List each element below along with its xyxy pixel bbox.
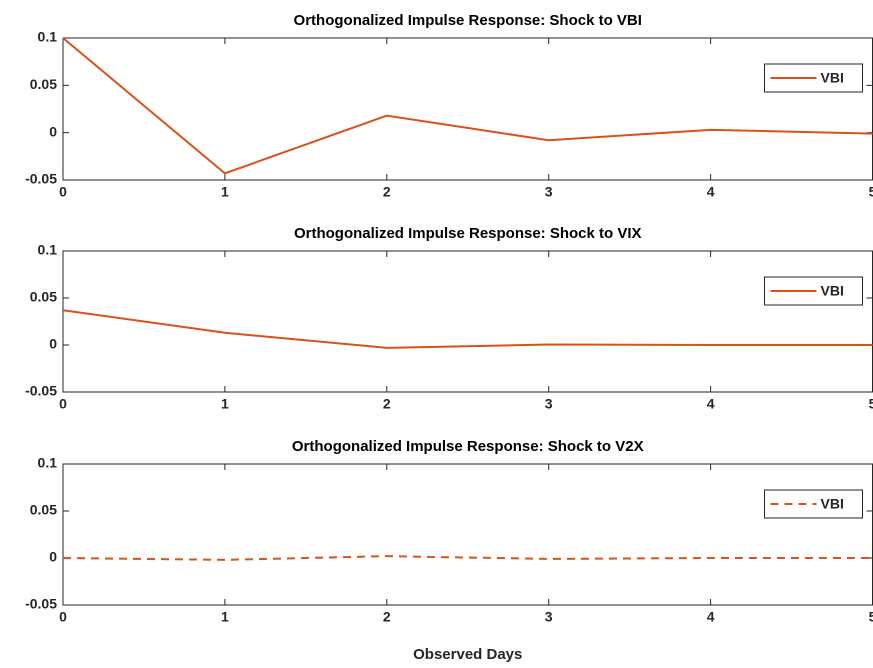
x-tick-label: 4 — [707, 609, 715, 625]
y-tick-label: 0.05 — [30, 76, 57, 92]
line-series — [62, 309, 873, 349]
legend-label: VBI — [821, 496, 844, 512]
y-tick-label: -0.05 — [25, 596, 57, 612]
x-tick-label: 5 — [869, 184, 873, 200]
x-tick-label: 3 — [545, 609, 553, 625]
x-tick-label: 1 — [221, 609, 229, 625]
y-tick-label: -0.05 — [25, 383, 57, 399]
chart-title: Orthogonalized Impulse Response: Shock t… — [294, 225, 642, 242]
x-tick-label: 2 — [383, 184, 391, 200]
axes-box — [62, 250, 873, 393]
x-tick-label: 4 — [707, 396, 715, 412]
x-tick-label: 3 — [545, 396, 553, 412]
x-tick-label: 0 — [59, 184, 67, 200]
y-tick-label: 0 — [49, 336, 57, 352]
x-tick-label: 0 — [59, 609, 67, 625]
x-tick-label: 1 — [221, 396, 229, 412]
y-tick-label: 0.1 — [38, 29, 58, 45]
x-tick-label: 2 — [383, 609, 391, 625]
x-tick-label: 4 — [707, 184, 715, 200]
x-tick-label: 1 — [221, 184, 229, 200]
legend-label: VBI — [821, 70, 844, 86]
y-tick-label: 0.1 — [38, 455, 58, 471]
y-tick-label: 0 — [49, 123, 57, 139]
axes-box — [62, 463, 873, 606]
x-tick-label: 2 — [383, 396, 391, 412]
y-tick-label: 0.05 — [30, 289, 57, 305]
chart-title: Orthogonalized Impulse Response: Shock t… — [292, 438, 644, 455]
x-axis-label: Observed Days — [413, 646, 522, 663]
axes-box — [62, 37, 873, 181]
x-tick-label: 5 — [869, 396, 873, 412]
x-tick-label: 0 — [59, 396, 67, 412]
x-tick-label: 5 — [869, 609, 873, 625]
y-tick-label: -0.05 — [25, 171, 57, 187]
legend-label: VBI — [821, 283, 844, 299]
x-tick-label: 3 — [545, 184, 553, 200]
line-series — [62, 555, 873, 561]
y-tick-label: 0.1 — [38, 242, 58, 258]
y-tick-label: 0.05 — [30, 502, 57, 518]
y-tick-label: 0 — [49, 549, 57, 565]
line-series — [62, 37, 873, 175]
chart-title: Orthogonalized Impulse Response: Shock t… — [294, 12, 642, 29]
